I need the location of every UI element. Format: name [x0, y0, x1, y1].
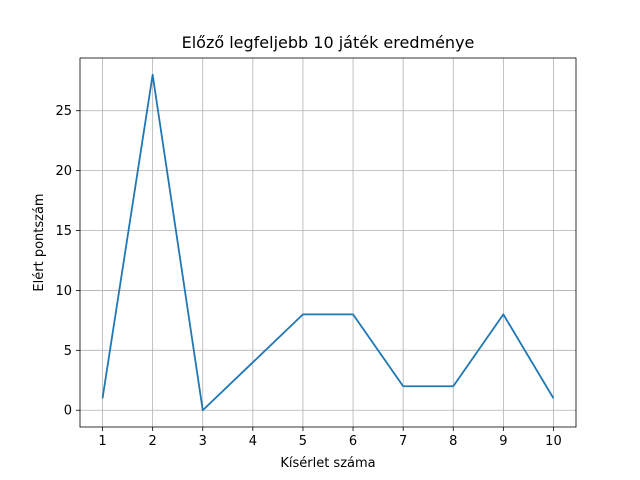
x-tick-label: 4	[249, 434, 257, 449]
x-axis-ticks: 1 2 3 4 5 6 7 8 9 10	[98, 427, 562, 449]
x-axis-label: Kísérlet száma	[280, 456, 375, 471]
y-tick-label: 25	[55, 104, 72, 119]
y-axis-ticks: 0 5 10 15 20 25	[55, 104, 80, 419]
series-layer	[101, 73, 555, 412]
y-axis-label: Elért pontszám	[32, 193, 47, 291]
y-tick-label: 10	[55, 284, 72, 299]
x-tick-label: 10	[545, 434, 562, 449]
y-tick-label: 15	[55, 224, 72, 239]
x-tick-label: 6	[349, 434, 357, 449]
x-tick-label: 8	[449, 434, 457, 449]
y-tick-label: 0	[64, 404, 72, 419]
x-tick-label: 3	[199, 434, 207, 449]
x-tick-label: 7	[399, 434, 407, 449]
plot-frame	[79, 57, 577, 428]
grid-lines	[80, 58, 576, 427]
x-tick-label: 5	[299, 434, 307, 449]
y-tick-label: 5	[64, 344, 72, 359]
x-tick-label: 9	[499, 434, 507, 449]
x-tick-label: 1	[98, 434, 106, 449]
x-tick-label: 2	[149, 434, 157, 449]
y-tick-label: 20	[55, 164, 72, 179]
chart-title: Előző legfeljebb 10 játék eredménye	[182, 33, 475, 52]
series-line	[101, 73, 555, 412]
